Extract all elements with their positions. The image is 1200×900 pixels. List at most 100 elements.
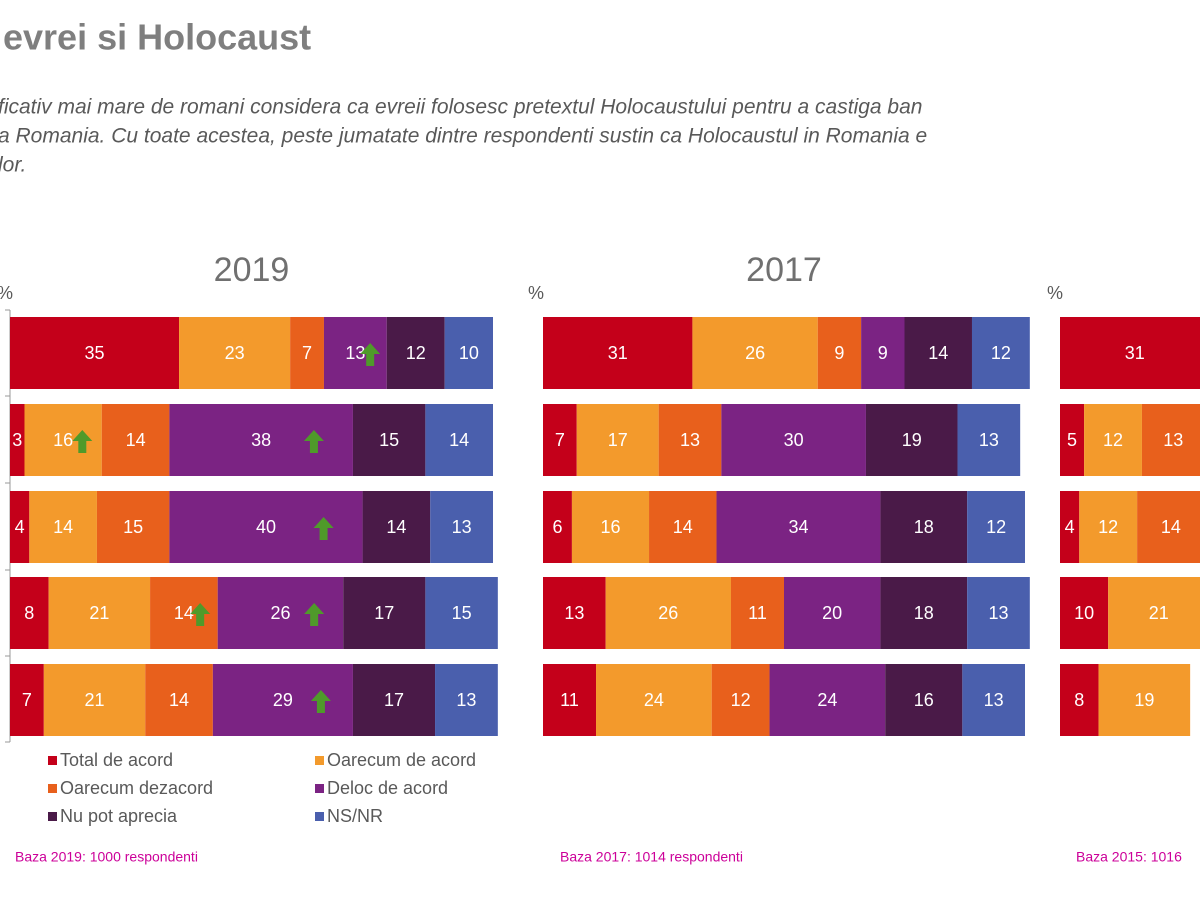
bar-segment <box>1079 491 1138 563</box>
bar-segment <box>861 317 905 389</box>
bar-segment <box>1060 577 1109 649</box>
value-label: 31 <box>1125 343 1145 363</box>
significance-arrow <box>360 343 381 366</box>
value-label: 21 <box>1149 603 1169 623</box>
value-label: 3 <box>12 430 22 450</box>
value-label: 10 <box>459 343 479 363</box>
value-label: 35 <box>85 343 105 363</box>
legend-swatch <box>48 812 57 821</box>
value-label: 14 <box>673 517 693 537</box>
bar-segment <box>343 577 426 649</box>
value-label: 29 <box>273 690 293 710</box>
bar-segment <box>605 577 731 649</box>
bar-segment <box>430 491 493 563</box>
bar-segment <box>352 664 436 736</box>
value-label: 23 <box>225 343 245 363</box>
axis-label: % <box>0 283 13 303</box>
bar-segment <box>576 404 659 476</box>
bar-segment <box>1060 491 1080 563</box>
bar-segment <box>962 664 1025 736</box>
bar-segment <box>1108 577 1200 649</box>
bar-segment <box>10 491 30 563</box>
note: Baza 2015: 1016 <box>1076 849 1182 865</box>
value-label: 12 <box>406 343 426 363</box>
note: Baza 2019: 1000 respondenti <box>15 849 198 865</box>
value-label: 15 <box>452 603 472 623</box>
value-label: 14 <box>126 430 146 450</box>
value-label: 21 <box>85 690 105 710</box>
value-label: 13 <box>452 517 472 537</box>
bar-segment <box>43 664 146 736</box>
value-label: 14 <box>928 343 948 363</box>
bar-segment <box>692 317 818 389</box>
bar-segment <box>425 577 498 649</box>
value-label: 24 <box>644 690 664 710</box>
bar-segment <box>967 491 1025 563</box>
value-label: 16 <box>53 430 73 450</box>
axis-label: % <box>1047 283 1063 303</box>
significance-arrow <box>72 430 93 453</box>
value-label: 12 <box>1098 517 1118 537</box>
bar-segment <box>425 404 493 476</box>
value-label: 13 <box>1163 430 1183 450</box>
slide-title: evrei si Holocaust <box>3 17 311 58</box>
bar-segment <box>1098 664 1191 736</box>
value-label: 4 <box>15 517 25 537</box>
bar-segment <box>1084 404 1142 476</box>
bar-segment <box>362 491 431 563</box>
value-label: 16 <box>600 517 620 537</box>
value-label: 9 <box>834 343 844 363</box>
value-label: 5 <box>1067 430 1077 450</box>
bar-segment <box>784 577 881 649</box>
value-label: 20 <box>822 603 842 623</box>
bar-segment <box>145 664 213 736</box>
bar-segment <box>769 664 886 736</box>
subtitle-line: ficativ mai mare de romani considera ca … <box>0 96 922 119</box>
value-label: 14 <box>386 517 406 537</box>
bar-segment <box>386 317 445 389</box>
value-label: 15 <box>123 517 143 537</box>
bar-segment <box>711 664 770 736</box>
value-label: 19 <box>902 430 922 450</box>
value-label: 13 <box>984 690 1004 710</box>
bar-segment <box>352 404 426 476</box>
bar-segment <box>716 491 881 563</box>
value-label: 14 <box>1161 517 1181 537</box>
value-label: 10 <box>1074 603 1094 623</box>
legend-swatch <box>315 756 324 765</box>
bar-segment <box>904 317 972 389</box>
value-label: 17 <box>608 430 628 450</box>
value-label: 16 <box>914 690 934 710</box>
subtitle-line: a Romania. Cu toate acestea, peste jumat… <box>0 125 927 148</box>
value-label: 7 <box>22 690 32 710</box>
bar-segment <box>290 317 324 389</box>
bar-segment <box>1141 404 1200 476</box>
bar-segment <box>10 317 180 389</box>
value-label: 13 <box>456 690 476 710</box>
legend-label: Nu pot aprecia <box>60 806 178 826</box>
significance-arrow <box>310 690 331 713</box>
legend-swatch <box>315 812 324 821</box>
value-label: 7 <box>302 343 312 363</box>
bar-segment <box>649 491 717 563</box>
value-label: 11 <box>560 690 579 710</box>
bar-segment <box>967 577 1030 649</box>
value-label: 17 <box>374 603 394 623</box>
axis-label: % <box>528 283 544 303</box>
legend-label: Oarecum dezacord <box>60 778 213 798</box>
value-label: 13 <box>564 603 584 623</box>
bar-segment <box>1137 491 1200 563</box>
bar-segment <box>957 404 1021 476</box>
legend-label: Total de acord <box>60 750 173 770</box>
value-label: 13 <box>345 343 365 363</box>
bar-segment <box>543 491 572 563</box>
bar-segment <box>817 317 862 389</box>
significance-arrow <box>313 517 334 540</box>
bar-segment <box>880 491 968 563</box>
value-label: 7 <box>555 430 565 450</box>
note: Baza 2017: 1014 respondenti <box>560 849 743 865</box>
legend-swatch <box>48 756 57 765</box>
value-label: 13 <box>680 430 700 450</box>
bar-segment <box>10 577 49 649</box>
